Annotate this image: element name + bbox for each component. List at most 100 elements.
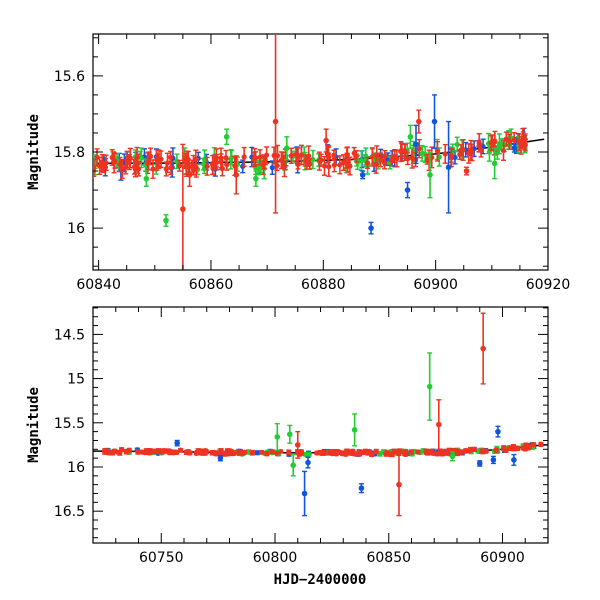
x-tick-label: 60920 [526,277,571,293]
data-point [501,445,507,451]
data-point [434,148,441,154]
outlier-point [143,175,150,182]
data-point [252,154,258,160]
outlier-point [416,118,422,125]
outlier-point [217,455,224,461]
data-point [321,163,328,169]
outlier-point [404,187,411,193]
outlier-point [480,345,486,352]
outlier-point [426,383,433,390]
data-point [531,441,537,448]
data-point [337,162,343,168]
data-point [402,450,408,456]
data-point [166,449,172,455]
data-point [126,447,132,453]
y-tick-label: 16 [67,460,85,476]
bottom-panel-y-axis-title: Magnitude [26,387,42,463]
y-tick-label: 15.6 [54,69,85,85]
data-point [516,139,522,146]
outlier-point [431,118,438,125]
data-point [442,151,448,157]
data-point [479,448,485,454]
x-tick-label: 60880 [301,277,346,293]
data-point [388,157,395,164]
data-point [419,150,425,156]
data-point [257,154,263,160]
outlier-point [445,164,452,171]
data-point [111,159,117,166]
data-point [135,449,141,455]
outlier-point [359,172,366,178]
data-point [227,449,233,455]
outlier-point [413,141,419,148]
outlier-point [174,440,180,446]
outlier-point [511,457,517,463]
data-point [478,147,484,154]
data-point [117,161,123,168]
data-point [496,141,502,147]
data-point [269,449,275,455]
plot-marks [93,312,548,517]
data-point [204,163,210,169]
data-point [382,153,388,159]
x-tick-label: 60750 [139,550,184,566]
outlier-point [180,206,186,212]
data-point [135,161,141,167]
data-point [378,157,384,163]
data-point [103,160,109,166]
outlier-point [427,172,433,178]
top-panel: Magnitude 60840 60860 60880 60900 60920 15.6 1… [26,33,571,293]
data-point [298,448,304,455]
data-point [147,153,154,159]
outlier-point [301,490,308,497]
data-point [245,449,252,455]
data-point [236,449,242,455]
data-point [538,441,544,447]
outlier-point [290,462,297,469]
outlier-point [223,133,230,140]
data-point [438,448,444,454]
data-point [467,446,474,453]
data-point [331,152,337,158]
outlier-point [163,217,169,224]
data-point [168,165,174,171]
data-point [102,447,108,453]
data-point [176,163,183,169]
data-point [178,447,184,453]
data-point [240,450,247,456]
data-point [466,150,472,157]
data-point [357,451,363,457]
outlier-point [463,168,470,174]
data-point [193,156,199,162]
data-point [201,450,207,456]
data-point [303,451,309,458]
bottom-panel: Magnitude HJD−2400000 60750 60800 60850 609… [26,306,549,588]
outlier-point [286,431,293,438]
outlier-point [449,453,456,460]
data-point [124,155,130,161]
x-tick-label: 60900 [480,550,525,566]
data-point [94,154,100,160]
data-point [394,155,400,162]
data-point [458,147,464,153]
y-tick-label: 16.5 [54,504,85,520]
data-point [471,446,478,452]
plot-marks [93,34,545,270]
data-point [174,449,180,455]
data-point [331,162,337,168]
top-panel-y-axis-title: Magnitude [26,114,42,190]
data-point [241,154,247,160]
data-point [523,442,529,448]
data-point [139,449,145,455]
outlier-point [368,225,374,231]
data-point [269,165,275,171]
outlier-point [233,172,240,178]
data-point [522,140,528,146]
data-point [174,158,180,164]
outlier-point [407,133,414,140]
data-point [286,449,292,455]
data-point [119,166,125,172]
data-point [306,153,312,159]
outlier-point [274,434,281,440]
